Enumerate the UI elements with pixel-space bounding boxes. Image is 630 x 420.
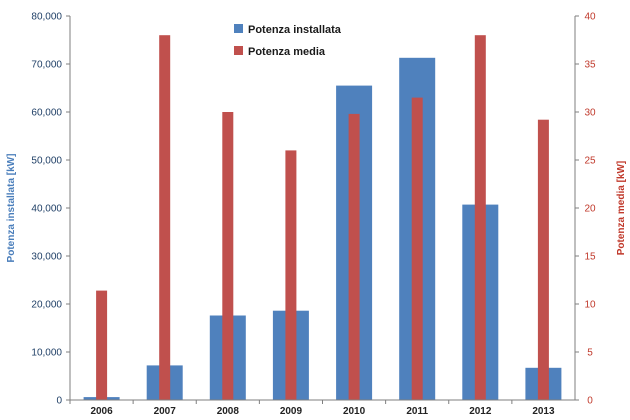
- left-tick-label: 20,000: [31, 300, 62, 311]
- bar-potenza-media-2006: [96, 290, 108, 400]
- right-tick-label: 35: [584, 60, 596, 71]
- right-tick-label: 0: [587, 396, 593, 407]
- left-y-ticks: 0 10,000 20,000 30,000 40,000 50,000 60,000 70,…: [31, 12, 70, 407]
- right-tick-label: 40: [584, 12, 596, 23]
- right-tick-label: 5: [587, 348, 593, 359]
- right-tick-label: 20: [584, 204, 596, 215]
- right-tick-label: 30: [584, 108, 596, 119]
- legend-label-potenza-installata: Potenza installata: [248, 24, 342, 36]
- x-tick-label-2012: 2012: [469, 406, 492, 417]
- bar-potenza-media-2008: [222, 112, 234, 400]
- bar-potenza-media-2009: [285, 150, 297, 400]
- left-tick-label: 30,000: [31, 252, 62, 263]
- left-tick-label: 10,000: [31, 348, 62, 359]
- right-y-ticks: 0 5 10 15 20 25 30 35 40: [575, 12, 596, 407]
- right-tick-label: 25: [584, 156, 596, 167]
- bar-potenza-media-2010: [348, 113, 360, 401]
- right-tick-label: 15: [584, 252, 596, 263]
- x-tick-label-2008: 2008: [217, 406, 240, 417]
- bars-layer: [83, 35, 562, 401]
- left-tick-label: 40,000: [31, 204, 62, 215]
- bar-potenza-media-2013: [537, 119, 549, 400]
- bar-potenza-media-2011: [411, 97, 423, 400]
- bar-potenza-media-2012: [474, 35, 486, 400]
- left-tick-label: 70,000: [31, 60, 62, 71]
- legend-swatch-potenza-installata: [234, 24, 243, 33]
- x-tick-label-2011: 2011: [406, 406, 428, 417]
- left-tick-label: 50,000: [31, 156, 62, 167]
- x-tick-label-2009: 2009: [280, 406, 303, 417]
- right-y-axis-label: Potenza media [kW]: [616, 161, 627, 255]
- x-tick-label-2010: 2010: [343, 406, 366, 417]
- left-tick-label: 60,000: [31, 108, 62, 119]
- left-tick-label: 0: [56, 396, 62, 407]
- x-tick-label-2006: 2006: [90, 406, 113, 417]
- legend-label-potenza-media: Potenza media: [248, 46, 326, 58]
- legend: Potenza installata Potenza media: [234, 24, 342, 58]
- right-tick-label: 10: [584, 300, 596, 311]
- x-tick-label-2013: 2013: [532, 406, 555, 417]
- left-tick-label: 80,000: [31, 12, 62, 23]
- left-y-axis-label: Potenza installata [kW]: [6, 154, 17, 263]
- bar-potenza-media-2007: [159, 35, 171, 400]
- x-ticks: 2006 2007 2008 2009 2010 2011 2012 2013: [69, 400, 555, 417]
- x-tick-label-2007: 2007: [154, 406, 177, 417]
- legend-swatch-potenza-media: [234, 46, 243, 55]
